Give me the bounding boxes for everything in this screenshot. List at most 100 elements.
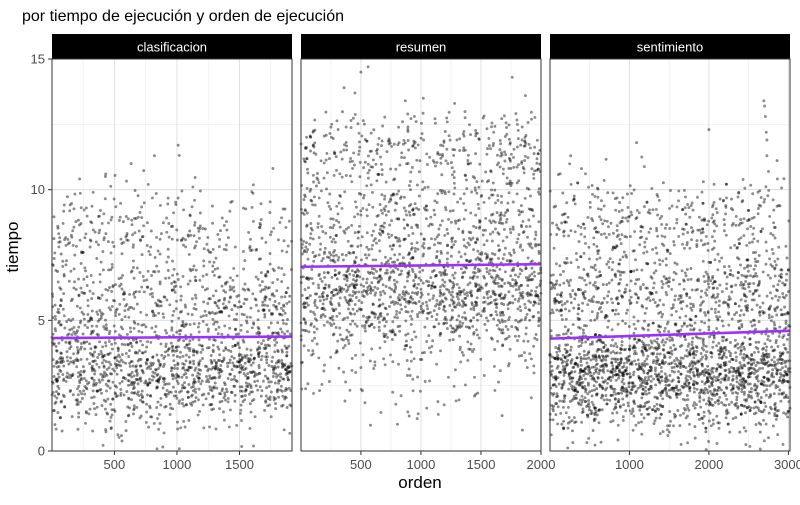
data-point <box>251 371 254 374</box>
data-point <box>532 173 535 176</box>
data-point <box>650 375 653 378</box>
data-point <box>724 394 727 397</box>
data-point <box>526 366 529 369</box>
data-point <box>508 157 511 160</box>
data-point <box>573 370 576 373</box>
data-point <box>446 162 449 165</box>
data-point <box>426 307 429 310</box>
data-point <box>307 258 310 261</box>
data-point <box>111 413 114 416</box>
data-point <box>222 349 225 352</box>
data-point <box>372 230 375 233</box>
data-point <box>330 324 333 327</box>
data-point <box>464 383 467 386</box>
data-point <box>250 354 253 357</box>
data-point <box>443 403 446 406</box>
data-point <box>630 280 633 283</box>
data-point <box>466 359 469 362</box>
data-point <box>521 126 524 129</box>
data-point <box>688 216 691 219</box>
data-point <box>150 327 153 330</box>
data-point <box>349 323 352 326</box>
data-point <box>555 351 558 354</box>
data-point <box>411 378 414 381</box>
data-point <box>478 163 481 166</box>
data-point <box>320 189 323 192</box>
data-point <box>322 302 325 305</box>
data-point <box>578 240 581 243</box>
data-point <box>213 261 216 264</box>
data-point <box>222 289 225 292</box>
data-point <box>442 308 445 311</box>
data-point <box>193 234 196 237</box>
data-point <box>229 276 232 279</box>
data-point <box>389 245 392 248</box>
data-point <box>374 163 377 166</box>
data-point <box>472 277 475 280</box>
data-point <box>218 375 221 378</box>
data-point <box>380 144 383 147</box>
data-point <box>156 353 159 356</box>
data-point <box>555 224 558 227</box>
data-point <box>517 300 520 303</box>
data-point <box>349 312 352 315</box>
data-point <box>711 213 714 216</box>
data-point <box>451 173 454 176</box>
data-point <box>718 284 721 287</box>
data-point <box>212 349 215 352</box>
data-point <box>414 146 417 149</box>
data-point <box>473 395 476 398</box>
data-point <box>256 389 259 392</box>
data-point <box>318 196 321 199</box>
data-point <box>672 278 675 281</box>
data-point <box>215 328 218 331</box>
data-point <box>408 211 411 214</box>
data-point <box>158 413 161 416</box>
data-point <box>163 363 166 366</box>
data-point <box>618 210 621 213</box>
data-point <box>318 253 321 256</box>
data-point <box>356 213 359 216</box>
data-point <box>223 306 226 309</box>
data-point <box>461 231 464 234</box>
data-point <box>221 217 224 220</box>
data-point <box>328 132 331 135</box>
data-point <box>519 272 522 275</box>
data-point <box>493 365 496 368</box>
data-point <box>162 312 165 315</box>
data-point <box>320 259 323 262</box>
data-point <box>413 285 416 288</box>
data-point <box>402 139 405 142</box>
data-point <box>175 228 178 231</box>
data-point <box>125 180 128 183</box>
data-point <box>94 231 97 234</box>
data-point <box>304 195 307 198</box>
data-point <box>464 253 467 256</box>
data-point <box>523 159 526 162</box>
data-point <box>449 280 452 283</box>
data-point <box>276 388 279 391</box>
data-point <box>87 381 90 384</box>
data-point <box>440 173 443 176</box>
data-point <box>527 156 530 159</box>
data-point <box>472 225 475 228</box>
data-point <box>423 238 426 241</box>
data-point <box>486 127 489 130</box>
data-point <box>214 339 217 342</box>
data-point <box>246 330 249 333</box>
data-point <box>453 170 456 173</box>
data-point <box>72 393 75 396</box>
data-point <box>283 305 286 308</box>
data-point <box>483 296 486 299</box>
data-point <box>457 227 460 230</box>
data-point <box>437 413 440 416</box>
data-point <box>286 318 289 321</box>
data-point <box>67 363 70 366</box>
data-point <box>409 374 412 377</box>
data-point <box>58 320 61 323</box>
data-point <box>312 174 315 177</box>
data-point <box>397 218 400 221</box>
data-point <box>110 218 113 221</box>
data-point <box>502 172 505 175</box>
